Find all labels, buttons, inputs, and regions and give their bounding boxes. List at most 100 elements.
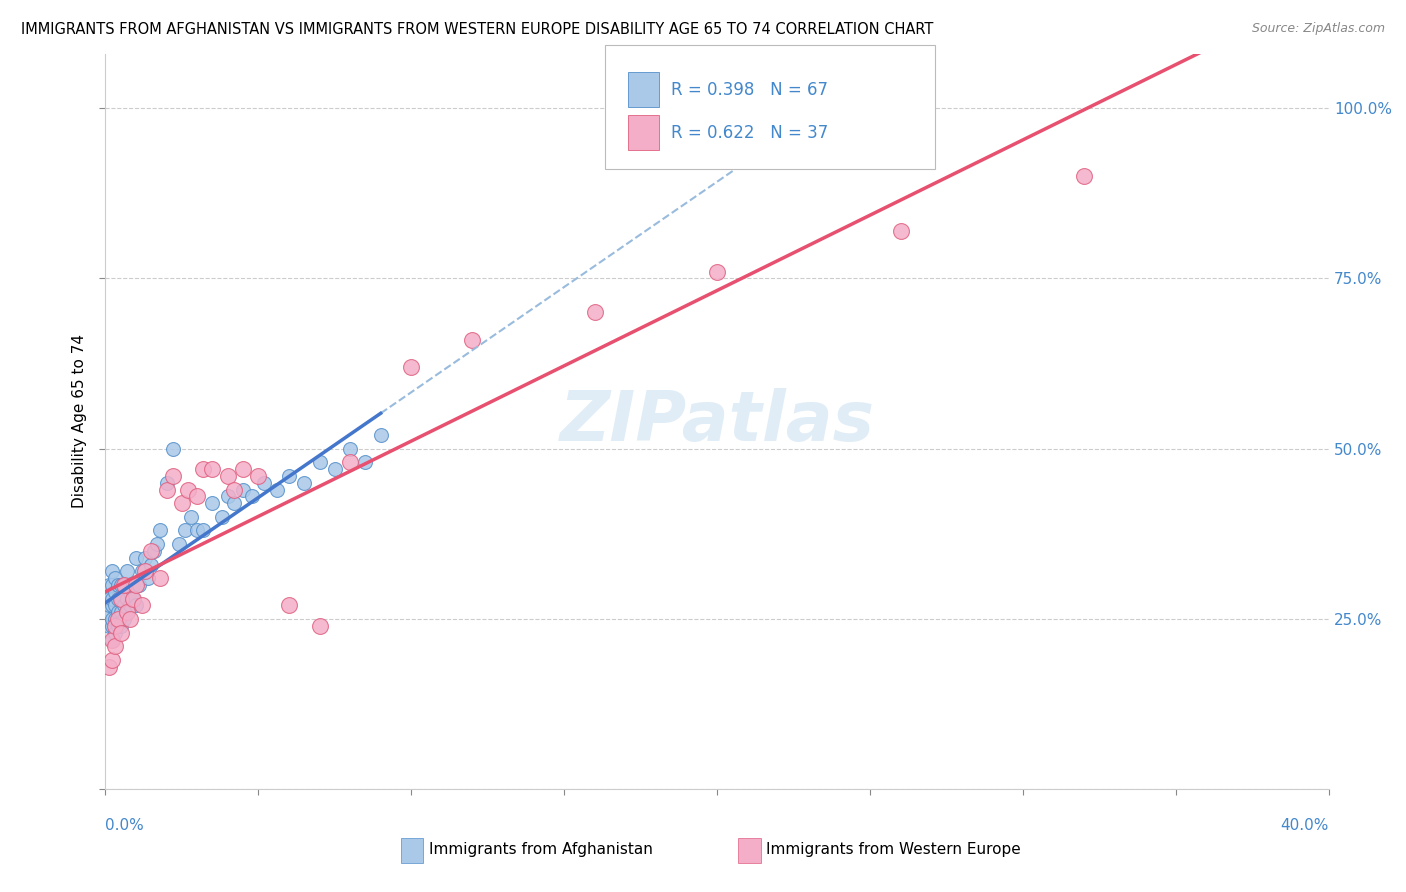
Point (1073, 169, 1095, 184)
Point (141, 558, 163, 572)
Point (110, 605, 132, 619)
Point (370, 428, 392, 442)
Point (100, 619, 122, 633)
Point (107, 619, 129, 633)
Point (118, 584, 141, 599)
Point (100, 591, 122, 606)
Point (401, 359, 423, 374)
Point (155, 483, 177, 497)
Point (107, 605, 129, 619)
Point (104, 625, 127, 640)
Point (201, 462, 224, 476)
Point (100, 653, 122, 667)
Text: Immigrants from Afghanistan: Immigrants from Afghanistan (429, 842, 652, 856)
Point (201, 496, 224, 510)
Point (339, 455, 361, 469)
Point (222, 483, 245, 497)
Point (180, 509, 202, 524)
Point (100, 565, 122, 579)
Point (97, 591, 120, 606)
Point (146, 537, 169, 551)
Point (217, 490, 239, 504)
Point (278, 469, 301, 483)
Point (149, 571, 172, 585)
Point (100, 612, 122, 626)
Point (278, 599, 301, 613)
Point (167, 537, 190, 551)
Point (211, 509, 233, 524)
Point (134, 550, 156, 565)
Text: Immigrants from Western Europe: Immigrants from Western Europe (766, 842, 1021, 856)
Point (104, 584, 127, 599)
Point (112, 578, 135, 592)
Point (118, 599, 141, 613)
Point (240, 490, 263, 504)
Point (125, 550, 148, 565)
Text: IMMIGRANTS FROM AFGHANISTAN VS IMMIGRANTS FROM WESTERN EUROPE DISABILITY AGE 65 : IMMIGRANTS FROM AFGHANISTAN VS IMMIGRANT… (21, 22, 934, 37)
Point (174, 524, 197, 538)
Point (97, 605, 120, 619)
Point (125, 599, 148, 613)
Text: Source: ZipAtlas.com: Source: ZipAtlas.com (1251, 22, 1385, 36)
Point (128, 578, 150, 592)
Point (141, 544, 163, 558)
Point (100, 632, 122, 647)
Point (97, 578, 120, 592)
Point (110, 591, 132, 606)
Y-axis label: Disability Age 65 to 74: Disability Age 65 to 74 (72, 334, 87, 508)
Point (97, 619, 120, 633)
Point (232, 462, 254, 476)
Point (354, 455, 377, 469)
Text: R = 0.398   N = 67: R = 0.398 N = 67 (671, 80, 828, 99)
Point (232, 483, 254, 497)
Point (193, 462, 215, 476)
Point (122, 591, 145, 606)
Point (162, 469, 184, 483)
Point (118, 612, 141, 626)
Point (104, 640, 127, 654)
Point (112, 612, 135, 626)
Point (177, 483, 200, 497)
Point (193, 524, 215, 538)
Point (110, 591, 132, 606)
Point (308, 619, 330, 633)
Point (115, 605, 138, 619)
Point (100, 578, 122, 592)
Point (107, 612, 129, 626)
Point (115, 605, 138, 619)
Point (107, 591, 129, 606)
Point (110, 625, 132, 640)
Point (247, 469, 270, 483)
Point (110, 619, 132, 633)
Point (112, 599, 135, 613)
Point (100, 632, 122, 647)
Point (339, 442, 361, 456)
Point (253, 475, 276, 490)
Point (104, 619, 127, 633)
Point (104, 612, 127, 626)
Point (143, 544, 166, 558)
Point (115, 591, 138, 606)
Point (115, 565, 138, 579)
Point (308, 455, 330, 469)
Point (131, 565, 153, 579)
Point (104, 571, 127, 585)
Point (110, 578, 132, 592)
Point (583, 305, 606, 319)
Point (122, 578, 145, 592)
Point (112, 578, 135, 592)
Text: ZIPatlas: ZIPatlas (560, 388, 875, 455)
Point (162, 442, 184, 456)
Point (107, 578, 129, 592)
Point (97, 660, 120, 674)
Point (122, 591, 145, 606)
Point (125, 578, 148, 592)
Point (149, 524, 172, 538)
Point (292, 475, 315, 490)
Point (134, 565, 156, 579)
Point (222, 496, 245, 510)
Point (186, 524, 208, 538)
Point (186, 490, 208, 504)
Point (131, 599, 153, 613)
Point (266, 483, 288, 497)
